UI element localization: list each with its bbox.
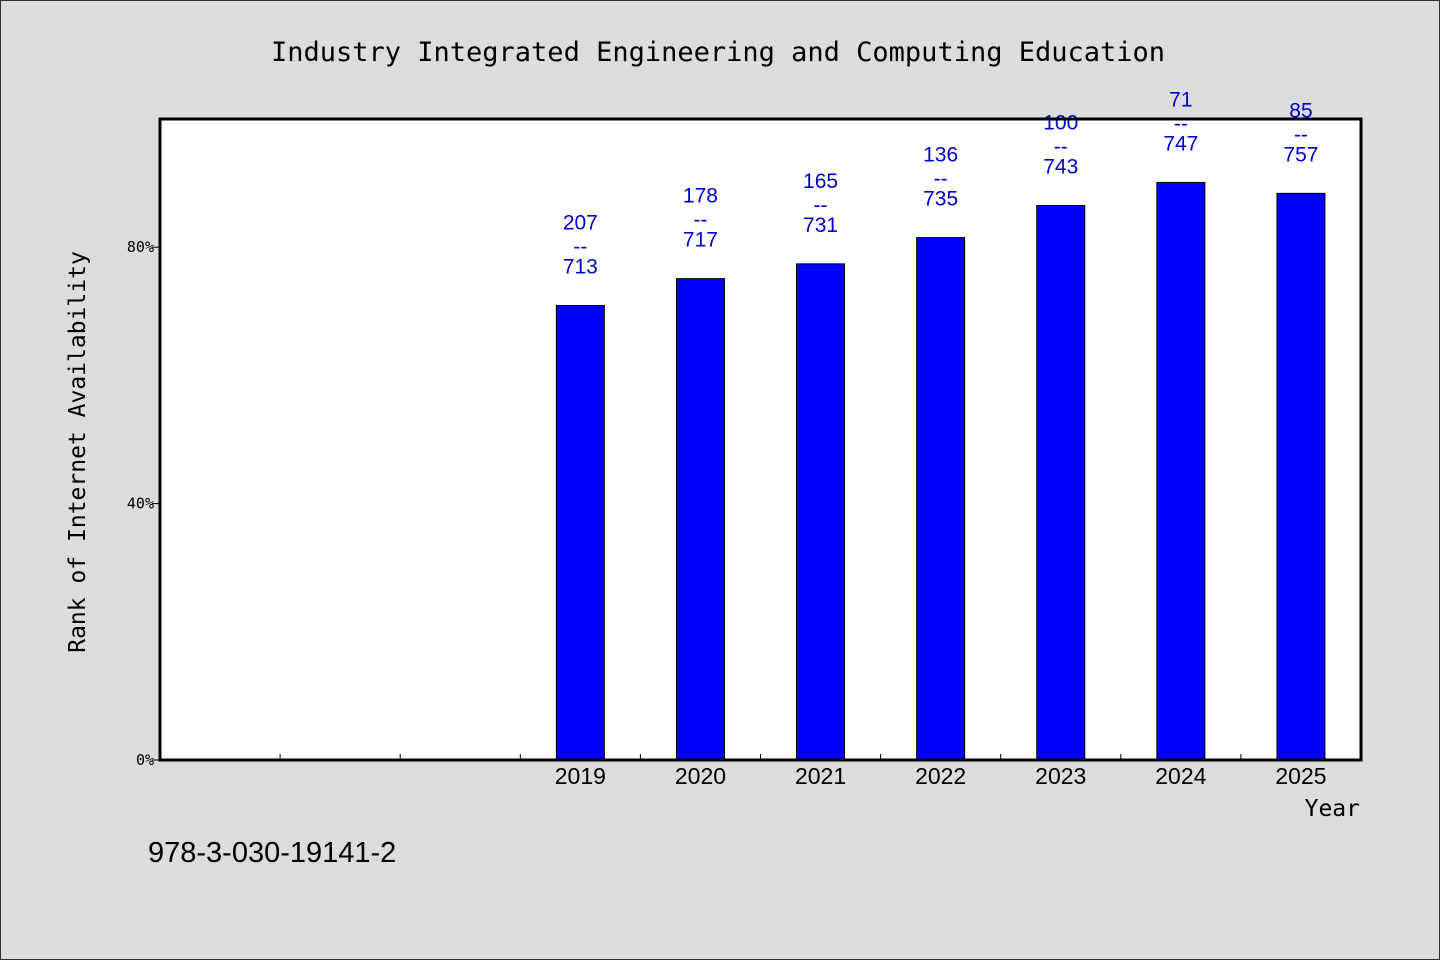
x-tick-label: 2019 [555, 763, 606, 789]
plot-border [158, 117, 1363, 762]
data-label-bottom: 757 [1283, 143, 1318, 166]
y-axis-label: Rank of Internet Availability [65, 251, 91, 653]
data-label-top: 100 [1043, 112, 1078, 135]
data-label-separator: -- [693, 209, 707, 232]
x-tick-label: 2025 [1275, 763, 1326, 789]
data-label-top: 207 [563, 212, 598, 235]
footnote: 978-3-030-19141-2 [148, 837, 396, 869]
data-label-top: 178 [683, 185, 718, 208]
y-tick-label: 0% [136, 751, 154, 769]
data-label-top: 71 [1169, 88, 1192, 111]
bar [1036, 205, 1086, 761]
y-tick-label: 40% [127, 495, 154, 513]
data-label-separator: -- [934, 168, 948, 191]
bar [675, 278, 725, 761]
data-label-bottom: 713 [563, 256, 598, 279]
data-label-separator: -- [573, 236, 587, 259]
bar [1276, 192, 1326, 761]
bar [555, 305, 605, 761]
data-label-separator: -- [814, 194, 828, 217]
data-label-bottom: 717 [683, 229, 718, 252]
data-label-separator: -- [1294, 123, 1308, 146]
x-tick-label: 2021 [795, 763, 846, 789]
data-label-top: 136 [923, 144, 958, 167]
bar [1156, 181, 1206, 761]
data-label-top: 85 [1289, 99, 1312, 122]
x-axis-label: Year [1305, 796, 1360, 822]
x-tick-label: 2020 [675, 763, 726, 789]
bar [796, 263, 846, 761]
data-label-separator: -- [1054, 136, 1068, 159]
x-tick-label: 2022 [915, 763, 966, 789]
bar [916, 237, 966, 761]
data-label-bottom: 735 [923, 188, 958, 211]
x-tick-label: 2023 [1035, 763, 1086, 789]
data-label-top: 165 [803, 170, 838, 193]
data-label-bottom: 743 [1043, 156, 1078, 179]
y-tick-label: 80% [127, 238, 154, 256]
chart-title: Industry Integrated Engineering and Comp… [271, 37, 1165, 68]
x-tick-label: 2024 [1155, 763, 1206, 789]
data-label-bottom: 747 [1163, 132, 1198, 155]
data-label-bottom: 731 [803, 214, 838, 237]
